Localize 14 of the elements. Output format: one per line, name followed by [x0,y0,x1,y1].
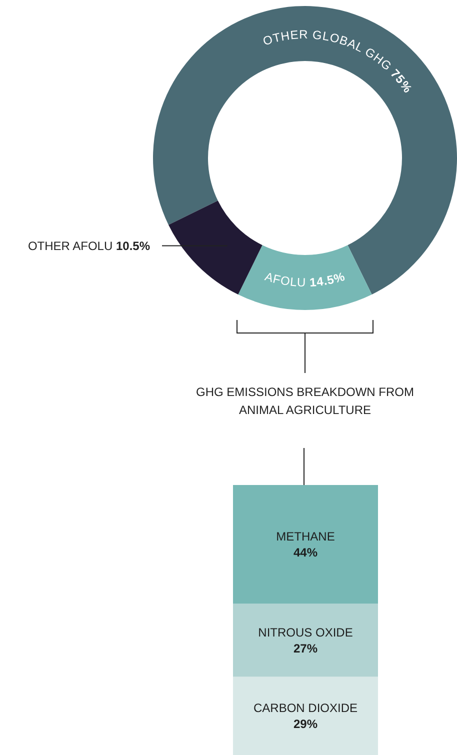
donut-slice [168,200,262,294]
donut-slice [238,245,372,310]
slice-label: OTHER AFOLU [28,238,113,253]
series-label: NITROUS OXIDE [258,625,353,640]
slice-label: AFOLU [263,269,306,290]
data-label: 29% [293,716,318,731]
chart-title: GHG EMISSIONS BREAKDOWN FROM ANIMAL AGRICULTURE [195,384,415,419]
donut-slice [153,6,457,294]
data-label: 44% [293,545,318,560]
data-label: 10.5% [112,238,150,253]
data-label: 14.5% [306,269,347,290]
series-label: METHANE [276,529,335,544]
data-label: 27% [293,641,318,656]
series-label: CARBON DIOXIDE [253,700,358,715]
